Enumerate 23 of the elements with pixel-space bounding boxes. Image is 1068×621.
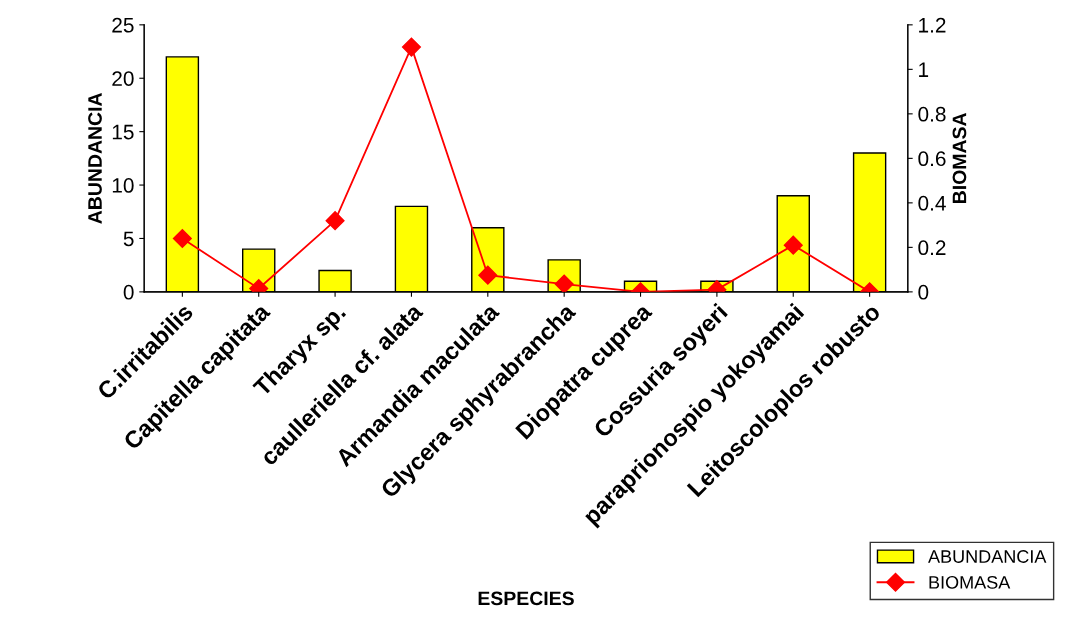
y2-tick-label: 0.4 (918, 195, 946, 211)
y2-tick-label: 0.2 (918, 240, 946, 256)
y2-axis-title: BIOMASA (952, 112, 967, 203)
point (401, 37, 421, 57)
y-tick-label: 20 (112, 71, 134, 86)
legend-label: ABUNDANCIA (928, 550, 1047, 563)
y2-tick-label: 0.8 (918, 106, 946, 122)
point (478, 265, 498, 285)
y-tick-label: 25 (112, 17, 134, 33)
x-axis-title: ESPECIES (478, 591, 574, 606)
y2-tick-label: 1.2 (919, 17, 946, 33)
y-tick-label: 0 (123, 284, 134, 300)
y-tick-label: 5 (123, 231, 134, 247)
y-tick-label: 10 (112, 178, 134, 193)
y-tick-label: 15 (112, 124, 134, 140)
point (172, 228, 192, 248)
point (783, 235, 803, 255)
legend-label: BIOMASA (929, 575, 1011, 589)
y2-tick-label: 1 (919, 62, 929, 77)
y2-tick-label: 0 (918, 284, 929, 300)
point (325, 211, 345, 231)
y2-tick-label: 0.6 (918, 151, 946, 167)
y-axis-title: ABUNDANCIA (88, 92, 102, 224)
